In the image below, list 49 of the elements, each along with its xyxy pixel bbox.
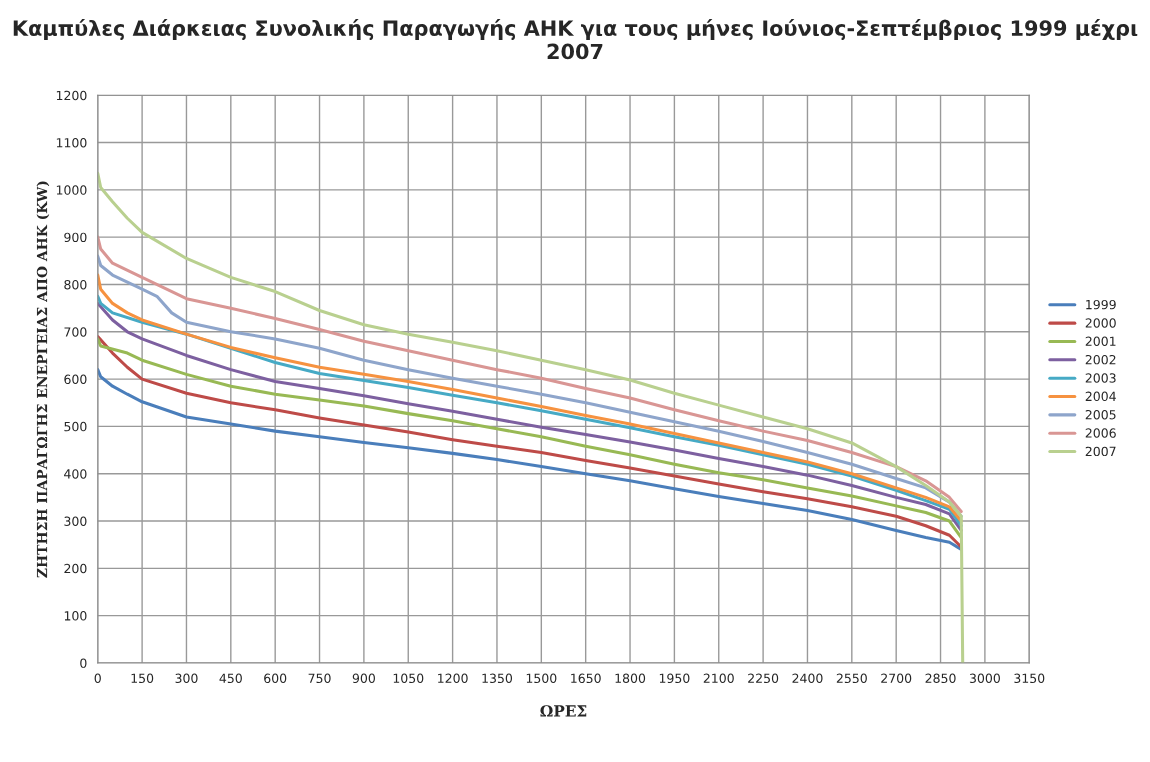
legend-label: 2006 [1085, 428, 1116, 438]
x-tick-label: 750 [308, 673, 331, 684]
y-tick-label: 0 [80, 658, 87, 668]
y-axis-title: ΖΗΤΗΣΗ ΠΑΡΑΓΩΓΗΣ ΕΝΕΡΓΕΙΑΣ ΑΠΟ ΑΗΚ (KW) [36, 181, 50, 578]
chart-title: Καμπύλες Διάρκειας Συνολικής Παραγωγής ΑΗΚ για τους μήνες Ιούνιος-Σεπτέμβριος 1999 μέχρι 2007 [13, 19, 1138, 60]
x-tick-label: 1800 [615, 673, 646, 684]
line-series [97, 171, 965, 663]
x-tick-label: 2700 [881, 673, 912, 684]
x-tick-label: 2400 [792, 673, 823, 684]
x-tick-label: 1950 [659, 673, 690, 684]
x-tick-label: 2850 [925, 673, 956, 684]
legend-label: 2001 [1085, 336, 1116, 347]
y-tick-label: 800 [64, 279, 87, 290]
legend-label: 2007 [1085, 446, 1116, 457]
legend-label: 1999 [1086, 299, 1116, 310]
y-tick-label: 600 [64, 374, 87, 385]
x-tick-label: 450 [219, 673, 242, 684]
y-tick-label: 1100 [56, 138, 87, 148]
y-tick-label: 200 [64, 563, 87, 574]
legend-label: 2005 [1085, 409, 1116, 420]
legend-label: 2002 [1085, 354, 1116, 365]
legend-label: 2004 [1085, 391, 1116, 402]
y-tick-label: 400 [64, 469, 87, 479]
y-tick-label: 700 [64, 327, 87, 337]
legend-label: 2000 [1085, 318, 1116, 328]
y-tick-label: 1200 [56, 90, 87, 101]
x-tick-label: 1350 [482, 673, 513, 684]
y-tick-label: 1000 [56, 185, 87, 195]
x-axis-title: ΩΡΕΣ [540, 705, 587, 717]
x-tick-label: 2550 [836, 673, 867, 684]
x-tick-label: 3150 [1014, 673, 1045, 684]
x-tick-label: 300 [175, 673, 198, 684]
x-tick-label: 0 [94, 673, 101, 684]
y-tick-label: 900 [64, 232, 87, 243]
line-series [97, 368, 963, 551]
x-tick-label: 600 [264, 673, 287, 684]
y-tick-label: 500 [64, 421, 87, 432]
x-tick-label: 2250 [748, 673, 779, 684]
x-tick-label: 1200 [438, 673, 468, 684]
y-tick-label: 100 [64, 611, 87, 621]
x-tick-label: 900 [352, 673, 375, 684]
legend-label: 2003 [1085, 373, 1116, 383]
x-tick-label: 1050 [393, 673, 424, 684]
x-tick-label: 150 [131, 673, 154, 684]
x-tick-label: 1500 [526, 673, 557, 684]
x-tick-label: 3000 [969, 673, 1000, 684]
x-tick-label: 1650 [571, 673, 601, 684]
y-tick-label: 300 [64, 516, 87, 526]
x-tick-label: 2100 [703, 673, 734, 684]
